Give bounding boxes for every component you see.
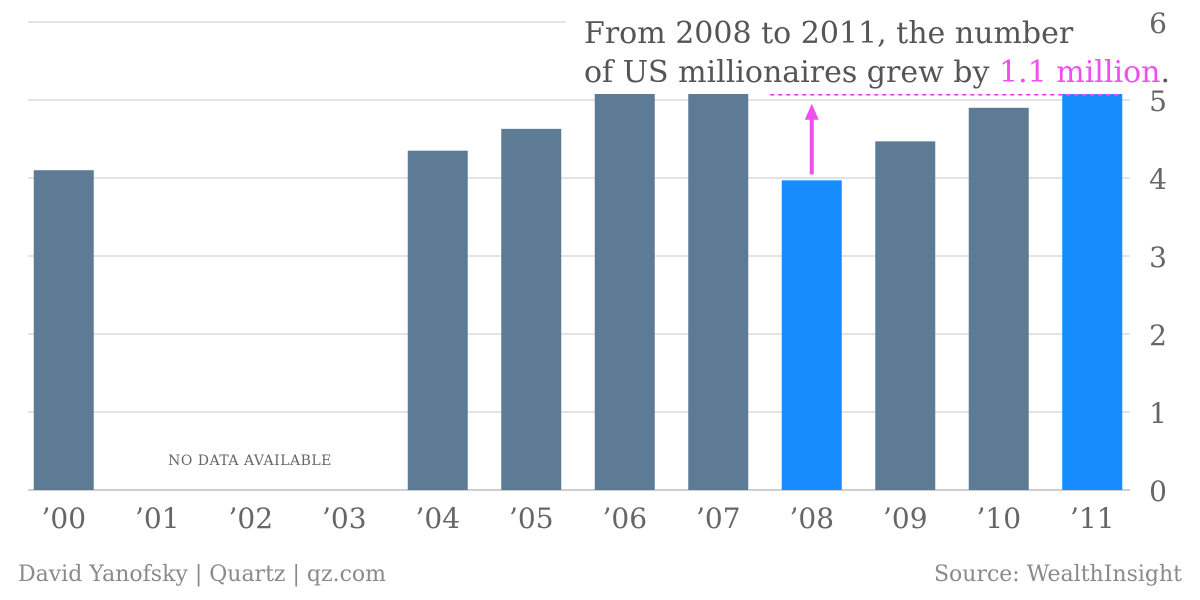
x-tick-label: ’09 (883, 502, 928, 535)
bar (968, 107, 1029, 491)
bars (33, 78, 1123, 491)
title-line-1: From 2008 to 2011, the number (584, 16, 1074, 51)
y-tick-label: 1 (1149, 397, 1167, 430)
y-axis-ticks: 0 1 2 3 4 5 6 (1149, 7, 1167, 508)
y-tick-label: 2 (1149, 319, 1167, 352)
credit-line: David Yanofsky | Quartz | qz.com (18, 562, 386, 587)
x-tick-label: ’10 (976, 502, 1021, 535)
x-tick-label: ’06 (602, 502, 647, 535)
bar (33, 170, 94, 490)
title-line-2-end: . (1160, 55, 1170, 90)
x-tick-label: ’08 (789, 502, 834, 535)
title-backdrop (566, 6, 1136, 94)
bar (407, 150, 468, 490)
chart-title: From 2008 to 2011, the number of US mill… (584, 16, 1170, 90)
bar (1062, 93, 1123, 490)
bar (688, 78, 749, 490)
x-axis-ticks: ’00 ’01 ’02 ’03 ’04 ’05 ’06 ’07 ’08 ’09 ’10 ’11 (41, 502, 1114, 535)
grid-lines (28, 21, 1130, 491)
bar (875, 141, 936, 490)
bar (501, 128, 562, 491)
x-tick-label: ’04 (415, 502, 460, 535)
bar (594, 92, 655, 490)
x-tick-label: ’01 (135, 502, 180, 535)
y-tick-label: 5 (1149, 85, 1167, 118)
y-tick-label: 3 (1149, 241, 1167, 274)
x-tick-label: ’11 (1070, 502, 1115, 535)
y-tick-label: 0 (1149, 475, 1167, 508)
bar (781, 180, 842, 490)
x-tick-label: ’07 (696, 502, 741, 535)
growth-arrow-head (804, 103, 819, 120)
y-tick-label: 4 (1149, 163, 1167, 196)
y-tick-label: 6 (1149, 7, 1167, 40)
title-line-2: of US millionaires grew by (584, 55, 999, 90)
x-tick-label: ’05 (509, 502, 554, 535)
source-line: Source: WealthInsight (933, 562, 1182, 587)
x-tick-label: ’03 (322, 502, 367, 535)
no-data-label: NO DATA AVAILABLE (168, 453, 332, 469)
x-tick-label: ’00 (41, 502, 86, 535)
title-highlight: 1.1 million (999, 55, 1160, 90)
x-tick-label: ’02 (228, 502, 273, 535)
